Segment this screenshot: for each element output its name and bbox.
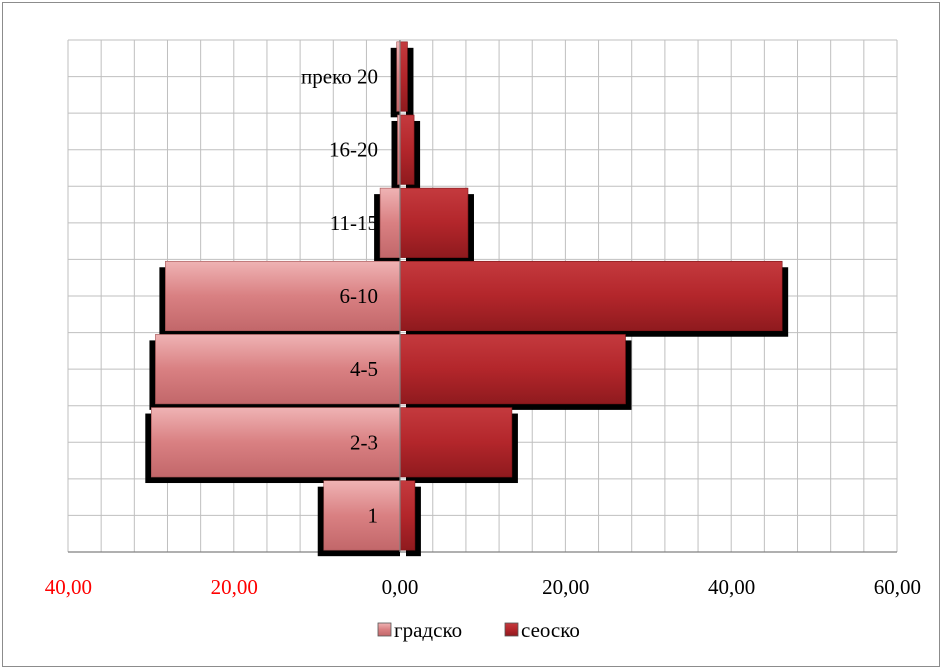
legend-label: сеоско xyxy=(521,618,580,642)
legend: градско сеоско xyxy=(377,618,580,642)
bar-rural-1 xyxy=(399,407,513,478)
bar-urban-3 xyxy=(165,260,401,332)
x-tick-label: 40,00 xyxy=(45,575,92,599)
bar-shadow-urban xyxy=(391,120,400,191)
category-label: 1 xyxy=(368,503,379,527)
bar-shadow-urban xyxy=(390,47,400,118)
x-tick-label: 20,00 xyxy=(542,575,589,599)
legend-label: градско xyxy=(394,618,462,642)
category-label: 4-5 xyxy=(350,357,378,381)
bar-shadow-rural xyxy=(406,47,414,118)
bar-urban-0 xyxy=(323,480,401,551)
category-label-layer: 1 2-3 4-5 6-10 11-15 16-20 преко 20 xyxy=(301,65,378,528)
bar-urban-1 xyxy=(151,407,401,478)
legend-swatch xyxy=(504,622,519,637)
x-tick-label: 0,00 xyxy=(382,575,419,599)
x-tick-layer: 40,00 20,00 0,00 20,00 40,00 60,00 xyxy=(45,575,921,599)
bar-rural-4 xyxy=(399,187,469,258)
category-label: 6-10 xyxy=(340,284,379,308)
bar-layer xyxy=(151,40,783,552)
category-label: преко 20 xyxy=(301,65,378,89)
bar-urban-4 xyxy=(379,187,401,258)
category-label: 11-15 xyxy=(330,211,378,235)
bar-rural-0 xyxy=(399,480,416,551)
x-tick-label: 60,00 xyxy=(874,575,921,599)
bar-rural-6 xyxy=(399,41,408,112)
x-tick-label: 20,00 xyxy=(211,575,258,599)
bar-rural-5 xyxy=(399,114,415,185)
legend-swatch xyxy=(377,622,392,637)
bar-urban-2 xyxy=(155,334,401,405)
bar-rural-3 xyxy=(399,260,783,332)
x-tick-label: 40,00 xyxy=(708,575,755,599)
category-label: 2-3 xyxy=(350,430,378,454)
bar-rural-2 xyxy=(399,334,626,405)
category-label: 16-20 xyxy=(329,138,378,162)
